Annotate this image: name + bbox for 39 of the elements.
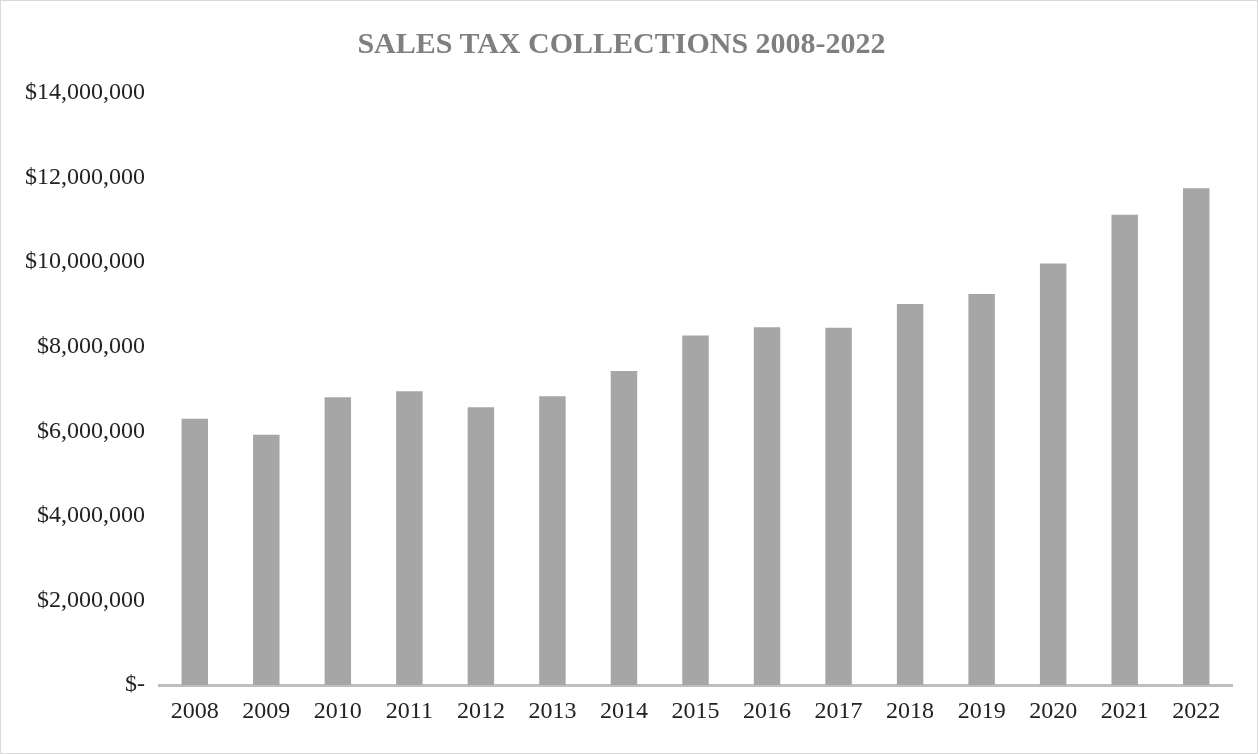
bar [181,418,208,686]
bar [467,407,495,686]
y-tick-label: $4,000,000 [37,501,145,528]
bar [896,304,924,686]
bar [968,293,995,686]
y-tick-label: $14,000,000 [25,78,145,105]
y-tick-label: $12,000,000 [25,162,145,189]
y-tick-label: $- [125,670,145,697]
y-tick-label: $10,000,000 [25,247,145,274]
bar [1183,188,1210,686]
y-tick-label: $8,000,000 [37,332,145,359]
bar [539,396,566,686]
bar [682,335,709,686]
bar [610,370,638,686]
x-tick-label: 2019 [957,696,1006,723]
x-tick-label: 2010 [313,696,362,723]
x-tick-label: 2017 [814,696,863,723]
bar [1039,263,1067,686]
bar [825,327,852,686]
x-tick-label: 2022 [1172,696,1221,723]
x-tick-label: 2009 [242,696,291,723]
x-tick-label: 2020 [1029,696,1078,723]
x-tick-label: 2016 [743,696,792,723]
bar [396,391,423,686]
y-tick-label: $6,000,000 [37,416,145,443]
y-tick-label: $2,000,000 [37,585,145,612]
bar [324,397,352,686]
x-tick-label: 2012 [456,696,505,723]
x-tick-label: 2021 [1100,696,1149,723]
bar [1111,214,1138,686]
bar [253,434,280,686]
x-tick-label: 2014 [599,696,648,723]
chart-title: SALES TAX COLLECTIONS 2008-2022 [357,25,886,59]
x-tick-label: 2011 [385,696,433,723]
x-tick-label: 2008 [170,696,219,723]
x-tick-label: 2018 [886,696,935,723]
bar [753,327,781,686]
x-tick-label: 2013 [528,696,577,723]
x-tick-label: 2015 [671,696,720,723]
